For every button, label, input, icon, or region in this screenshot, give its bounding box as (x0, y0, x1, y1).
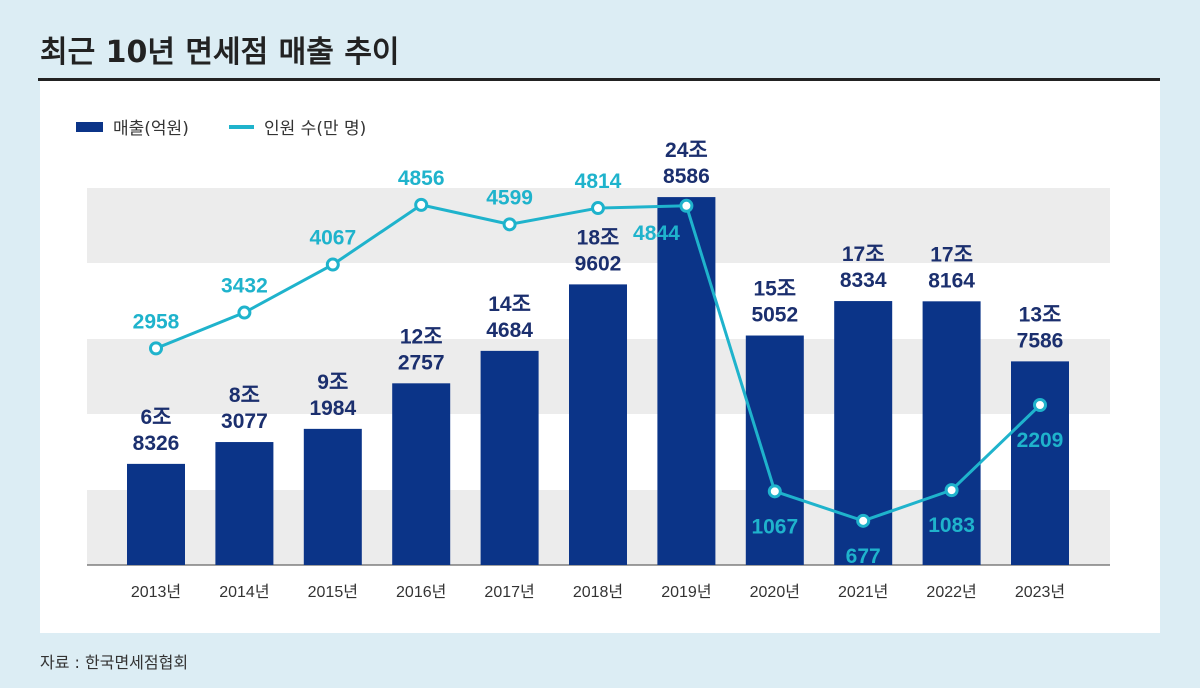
bar-label-top: 18조 (577, 226, 620, 249)
bar-label-top: 24조 (665, 139, 708, 162)
line-label: 1067 (751, 515, 798, 538)
bar-2015년 (303, 428, 362, 565)
line-label: 4856 (398, 167, 445, 190)
x-tick-label: 2015년 (308, 583, 358, 601)
bar-2020년 (745, 335, 804, 565)
line-label: 677 (846, 545, 881, 568)
line-label: 3432 (221, 275, 268, 298)
line-label: 4067 (309, 227, 356, 250)
bar-label-bottom: 8586 (663, 165, 710, 188)
bar-label-top: 14조 (488, 293, 531, 316)
line-point-2022년 (944, 483, 959, 498)
x-tick-label: 2018년 (573, 583, 623, 601)
bar-2023년 (1011, 361, 1069, 565)
bar-label-top: 6조 (141, 406, 172, 429)
bar-label-top: 8조 (229, 384, 260, 407)
bar-label-bottom: 8164 (928, 269, 975, 292)
line-point-2021년 (856, 513, 871, 528)
line-label: 2958 (133, 310, 180, 333)
x-tick-label: 2023년 (1015, 583, 1065, 601)
bar-label-bottom: 7586 (1017, 329, 1064, 352)
line-point-2020년 (767, 484, 782, 499)
bar-label-top: 17조 (842, 243, 885, 266)
bar-2019년 (657, 197, 716, 565)
line-label: 4599 (486, 186, 533, 209)
line-label: 2209 (1017, 429, 1064, 452)
x-tick-label: 2020년 (750, 583, 800, 601)
x-tick-label: 2019년 (661, 583, 711, 601)
x-tick-label: 2017년 (484, 583, 534, 601)
bar-label-top: 17조 (930, 243, 973, 266)
bar-label-bottom: 1984 (309, 397, 356, 420)
bar-2022년 (922, 301, 981, 565)
title-rule (38, 78, 1160, 81)
bar-label-bottom: 2757 (398, 351, 445, 374)
line-label: 4844 (633, 222, 680, 245)
x-tick-label: 2014년 (219, 583, 269, 601)
x-tick-label: 2013년 (131, 583, 181, 601)
chart-title: 최근 10년 면세점 매출 추이 (40, 35, 400, 70)
bar-label-bottom: 8326 (133, 432, 180, 455)
bar-label-bottom: 5052 (751, 304, 798, 327)
bar-label-bottom: 9602 (575, 252, 622, 275)
line-point-2014년 (237, 305, 252, 320)
line-point-2015년 (325, 257, 340, 272)
x-tick-label: 2016년 (396, 583, 446, 601)
bar-2016년 (392, 383, 451, 565)
bar-label-top: 12조 (400, 325, 443, 348)
bar-2014년 (215, 442, 274, 565)
x-tick-label: 2021년 (838, 583, 888, 601)
bar-label-bottom: 8334 (840, 269, 887, 292)
line-point-2016년 (414, 197, 429, 212)
bar-label-top: 9조 (317, 371, 348, 394)
x-tick-label: 2022년 (926, 583, 976, 601)
bar-label-top: 13조 (1019, 303, 1062, 326)
bar-2013년 (127, 463, 185, 565)
legend-line-label: 인원 수(만 명) (264, 119, 366, 139)
bar-label-bottom: 3077 (221, 410, 268, 433)
bar-label-bottom: 4684 (486, 319, 533, 342)
line-point-2013년 (149, 341, 163, 356)
legend-bar-swatch (76, 122, 103, 132)
line-point-2019년 (679, 198, 694, 213)
line-point-2018년 (591, 201, 605, 216)
grid-band (87, 188, 1110, 263)
line-point-2023년 (1033, 397, 1047, 412)
bar-2018년 (569, 284, 627, 565)
legend: 매출(억원) 인원 수(만 명) (76, 119, 366, 139)
legend-bar-label: 매출(억원) (113, 119, 189, 139)
legend-line-swatch (229, 125, 254, 129)
line-point-2017년 (502, 217, 517, 232)
line-label: 1083 (928, 514, 975, 537)
bar-label-top: 15조 (753, 278, 796, 301)
line-label: 4814 (575, 170, 622, 193)
bar-2017년 (480, 350, 539, 565)
source-note: 자료 : 한국면세점협회 (40, 653, 188, 672)
